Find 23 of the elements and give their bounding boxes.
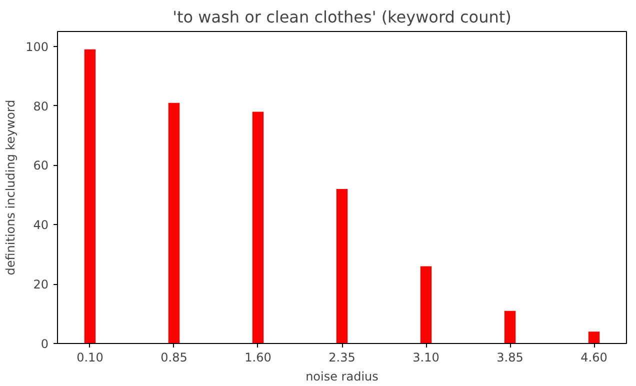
bar (588, 332, 600, 344)
x-tick-label: 4.60 (580, 350, 608, 364)
bar (420, 266, 432, 344)
x-tick-label: 0.85 (160, 350, 188, 364)
y-tick-label: 0 (40, 337, 49, 351)
x-tick-label: 3.85 (496, 350, 524, 364)
bar (252, 112, 264, 344)
bar (336, 188, 348, 344)
y-tick-label: 20 (33, 278, 49, 292)
bar (168, 102, 180, 344)
y-tick-label: 40 (33, 218, 49, 232)
bar (84, 49, 96, 344)
x-tick-label: 1.60 (244, 350, 272, 364)
x-tick-label: 3.10 (412, 350, 440, 364)
chart-title: 'to wash or clean clothes' (keyword count) (172, 8, 512, 26)
bar (504, 310, 516, 344)
y-axis-title: definitions including keyword (4, 100, 18, 276)
y-tick-label: 80 (33, 99, 49, 114)
y-tick-label: 100 (26, 40, 48, 54)
x-axis-title: noise radius (306, 370, 378, 384)
x-tick-label: 2.35 (328, 350, 356, 364)
y-tick-label: 60 (33, 158, 49, 173)
x-tick-label: 0.10 (76, 350, 104, 364)
